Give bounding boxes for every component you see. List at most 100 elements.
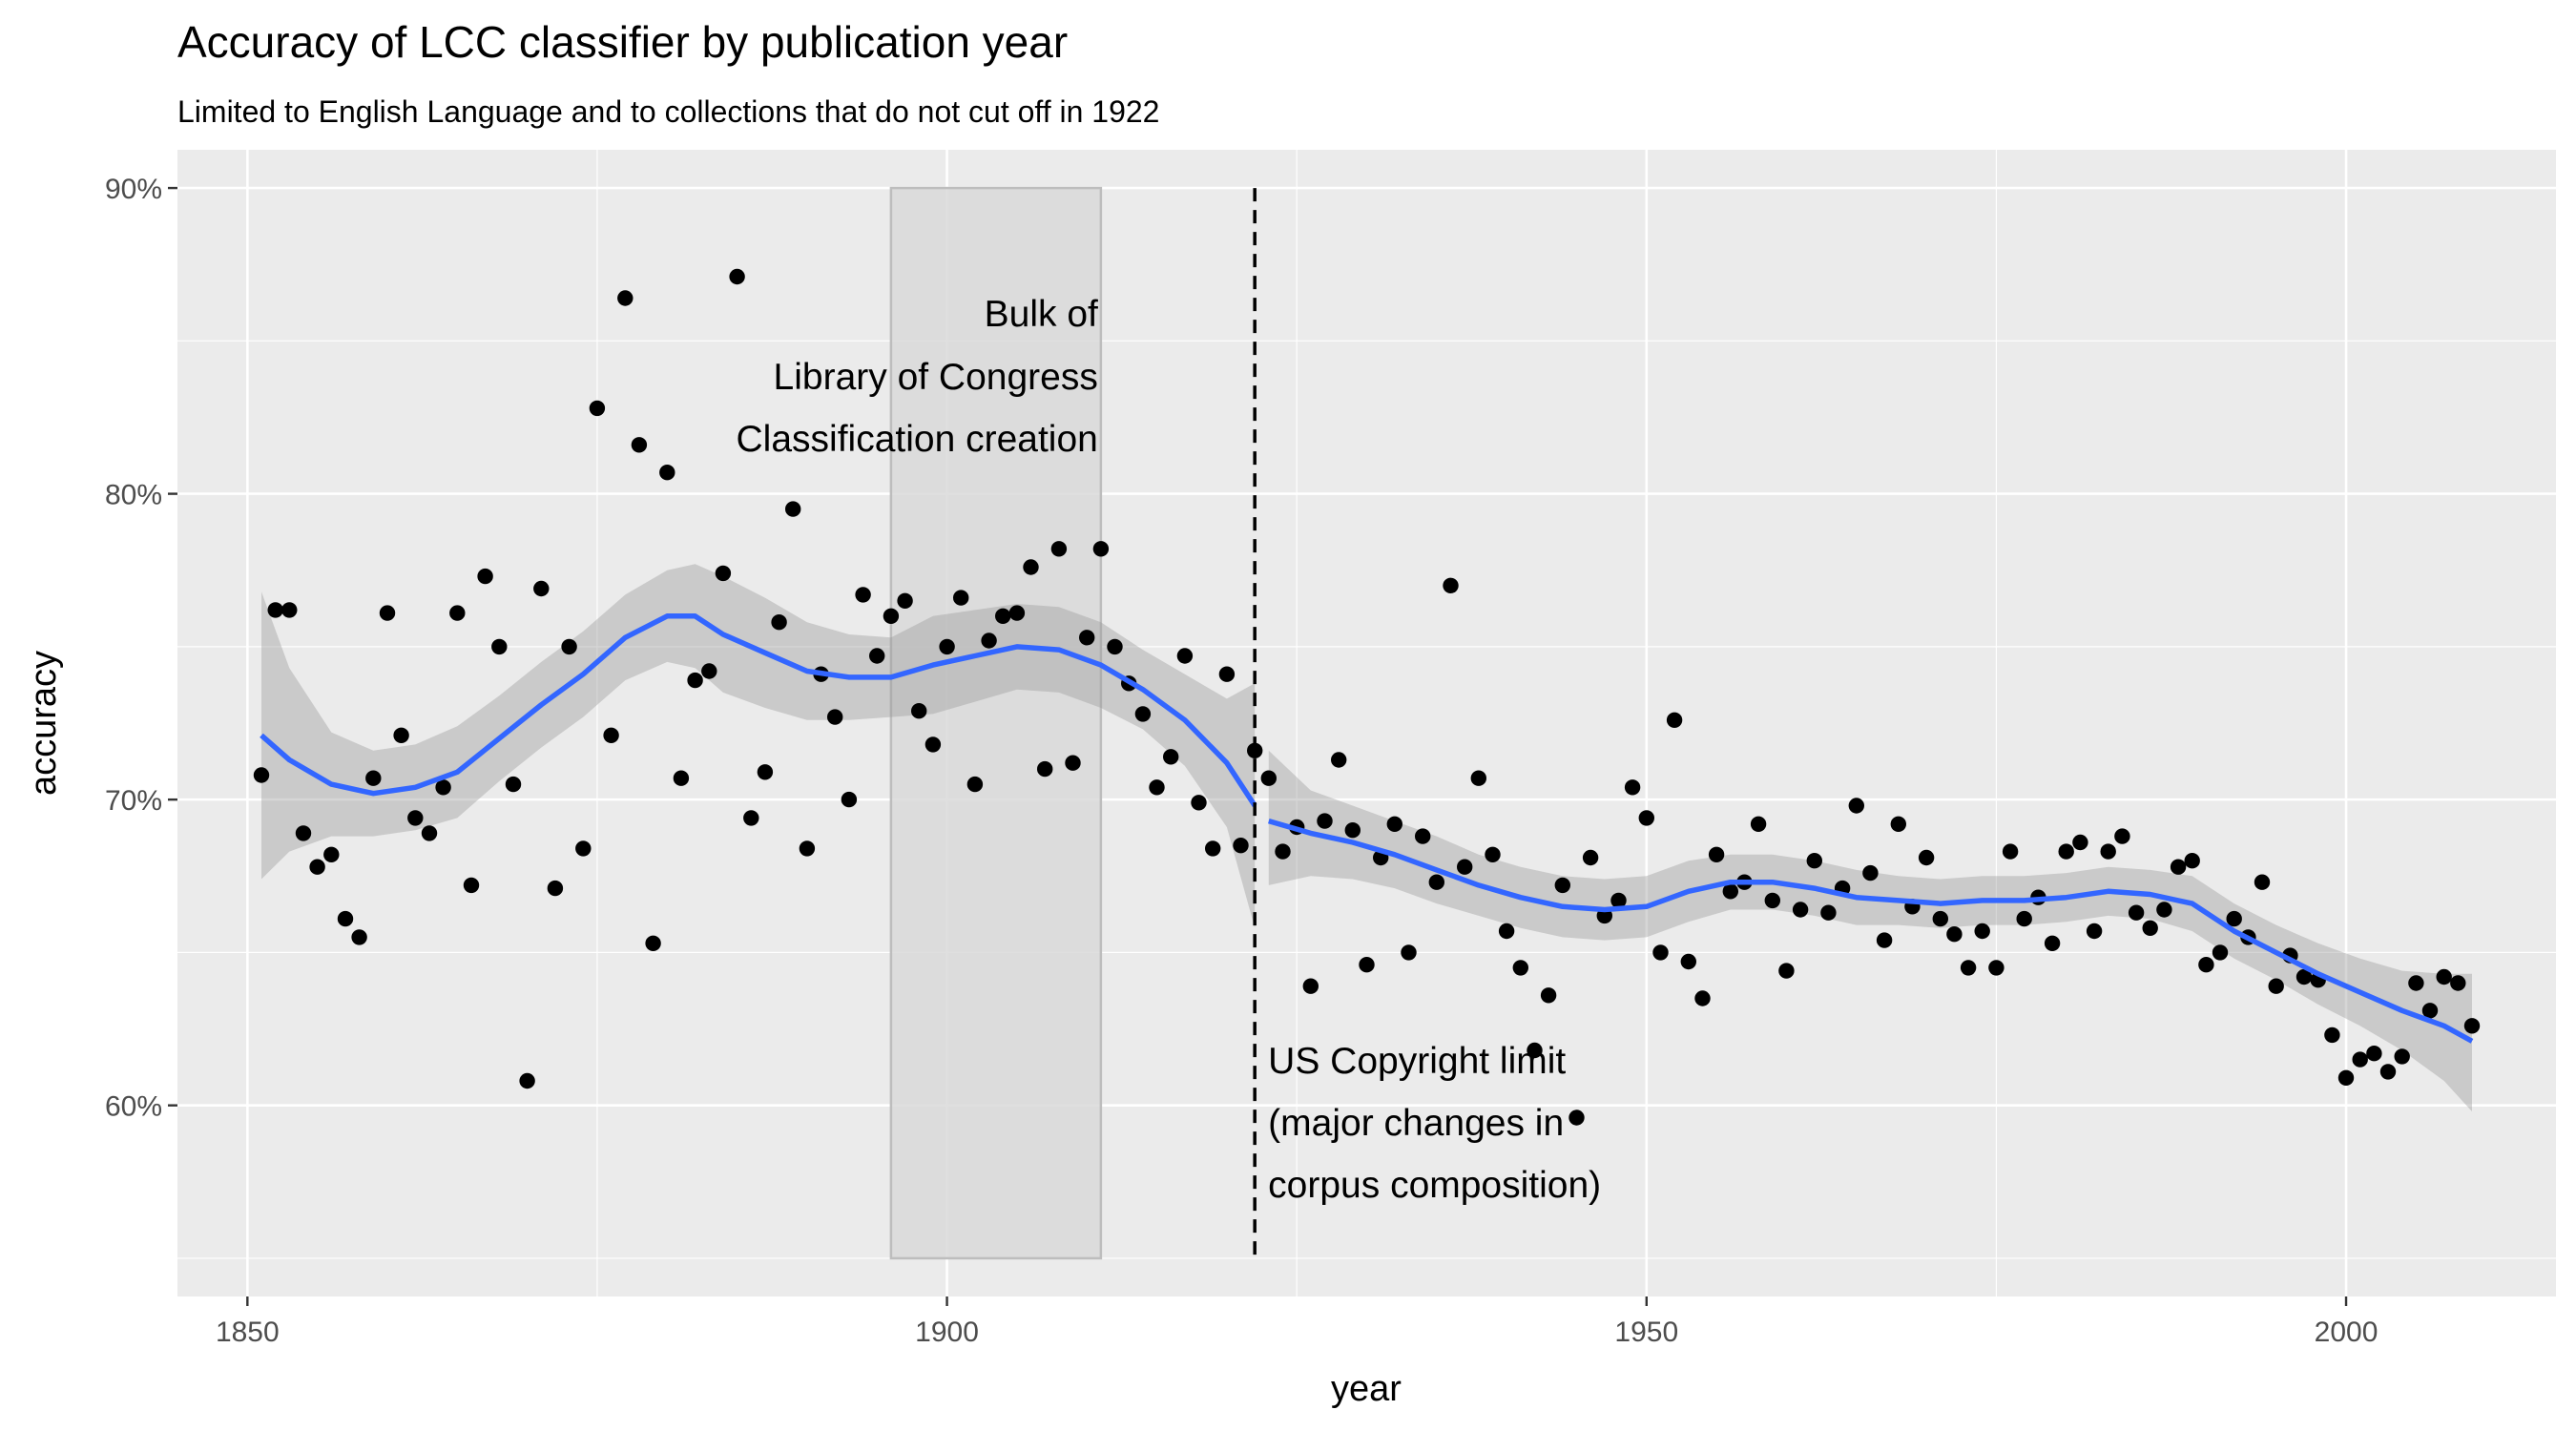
data-point: [323, 846, 340, 862]
data-point: [505, 776, 522, 793]
data-point: [253, 767, 270, 783]
data-point: [1764, 892, 1781, 909]
data-point: [2226, 910, 2242, 927]
data-point: [1806, 853, 1823, 869]
data-point: [2072, 834, 2088, 851]
data-point: [1722, 883, 1739, 900]
x-tick-label: 1900: [915, 1317, 979, 1348]
data-point: [295, 825, 312, 841]
shaded-region: [889, 186, 1103, 1260]
data-point: [2100, 843, 2116, 860]
data-point: [2366, 1046, 2382, 1062]
chart-subtitle: Limited to English Language and to colle…: [177, 94, 1159, 129]
data-point: [1778, 963, 1795, 979]
data-point: [1568, 1110, 1585, 1126]
data-point: [1233, 838, 1249, 854]
data-point: [1554, 877, 1571, 894]
data-point: [1457, 859, 1473, 875]
data-point: [785, 501, 801, 517]
data-point: [267, 602, 283, 618]
data-point: [966, 776, 984, 793]
data-point: [1820, 904, 1837, 921]
data-point: [631, 437, 648, 453]
data-point: [1708, 846, 1725, 862]
data-point: [1862, 864, 1879, 881]
data-point: [1205, 840, 1221, 857]
data-point: [1107, 638, 1123, 655]
x-tick-label: 2000: [2315, 1317, 2379, 1348]
data-point: [1666, 712, 1683, 728]
data-point: [2450, 975, 2466, 991]
confidence-ribbon-1: [261, 564, 1256, 928]
data-point: [2296, 968, 2313, 985]
data-point: [729, 268, 745, 285]
data-point: [477, 568, 493, 585]
data-point: [2337, 1069, 2355, 1087]
data-point: [1079, 630, 1095, 646]
data-point: [1443, 577, 1459, 593]
data-point: [2058, 843, 2074, 860]
data-point: [1527, 1042, 1543, 1059]
data-point: [1163, 749, 1179, 765]
data-point: [1485, 846, 1501, 862]
data-point: [953, 590, 969, 606]
data-point: [1359, 957, 1375, 973]
data-point: [421, 825, 438, 841]
data-point: [939, 638, 955, 655]
data-point: [1344, 822, 1361, 839]
x-tick-label: 1950: [1614, 1317, 1678, 1348]
data-point: [1960, 960, 1977, 976]
data-point: [1652, 944, 1669, 961]
data-point: [981, 633, 997, 649]
y-tick-label: 90%: [105, 174, 162, 205]
data-point: [771, 614, 787, 631]
data-point: [365, 770, 382, 786]
data-point: [2254, 874, 2271, 890]
data-point: [2324, 1027, 2340, 1044]
data-point: [575, 840, 592, 857]
data-point: [1176, 648, 1194, 664]
smooth-line-2: [1268, 818, 2474, 1044]
data-point: [995, 608, 1011, 624]
data-point: [2184, 853, 2200, 869]
data-point: [1932, 910, 1949, 927]
data-points: [253, 268, 2481, 1126]
data-point: [2268, 978, 2284, 994]
data-point: [2086, 923, 2103, 940]
data-point: [2352, 1051, 2368, 1068]
data-point: [1946, 926, 1963, 943]
data-point: [1680, 953, 1697, 970]
data-point: [715, 565, 732, 582]
data-point: [1134, 706, 1152, 722]
data-point: [869, 648, 885, 664]
data-point: [1848, 798, 1865, 814]
data-point: [449, 605, 466, 621]
data-point: [2198, 957, 2214, 973]
shaded-region-label-line: Library of Congress: [774, 357, 1098, 398]
data-point: [435, 779, 451, 796]
y-axis-ticks: 60% 70% 80% 90%: [105, 174, 177, 1123]
data-point: [603, 727, 619, 743]
data-point: [337, 910, 354, 927]
data-point: [645, 935, 661, 951]
data-point: [1890, 816, 1907, 832]
data-point: [2114, 828, 2130, 844]
data-point: [1624, 779, 1641, 796]
x-tick-label: 1850: [216, 1317, 280, 1348]
data-point: [673, 770, 690, 786]
data-point: [1386, 816, 1403, 832]
data-point: [533, 580, 550, 597]
data-point: [1988, 960, 2005, 976]
data-point: [1092, 541, 1110, 557]
data-point: [1750, 816, 1767, 832]
data-point: [1260, 770, 1278, 786]
data-point: [1428, 874, 1445, 890]
data-point: [2436, 968, 2452, 985]
data-point: [2170, 859, 2187, 875]
data-point: [911, 703, 927, 719]
data-point: [463, 877, 480, 894]
data-point: [855, 587, 871, 603]
data-point: [2016, 910, 2032, 927]
data-point: [2421, 1003, 2439, 1019]
shaded-region-group: [889, 186, 1103, 1260]
